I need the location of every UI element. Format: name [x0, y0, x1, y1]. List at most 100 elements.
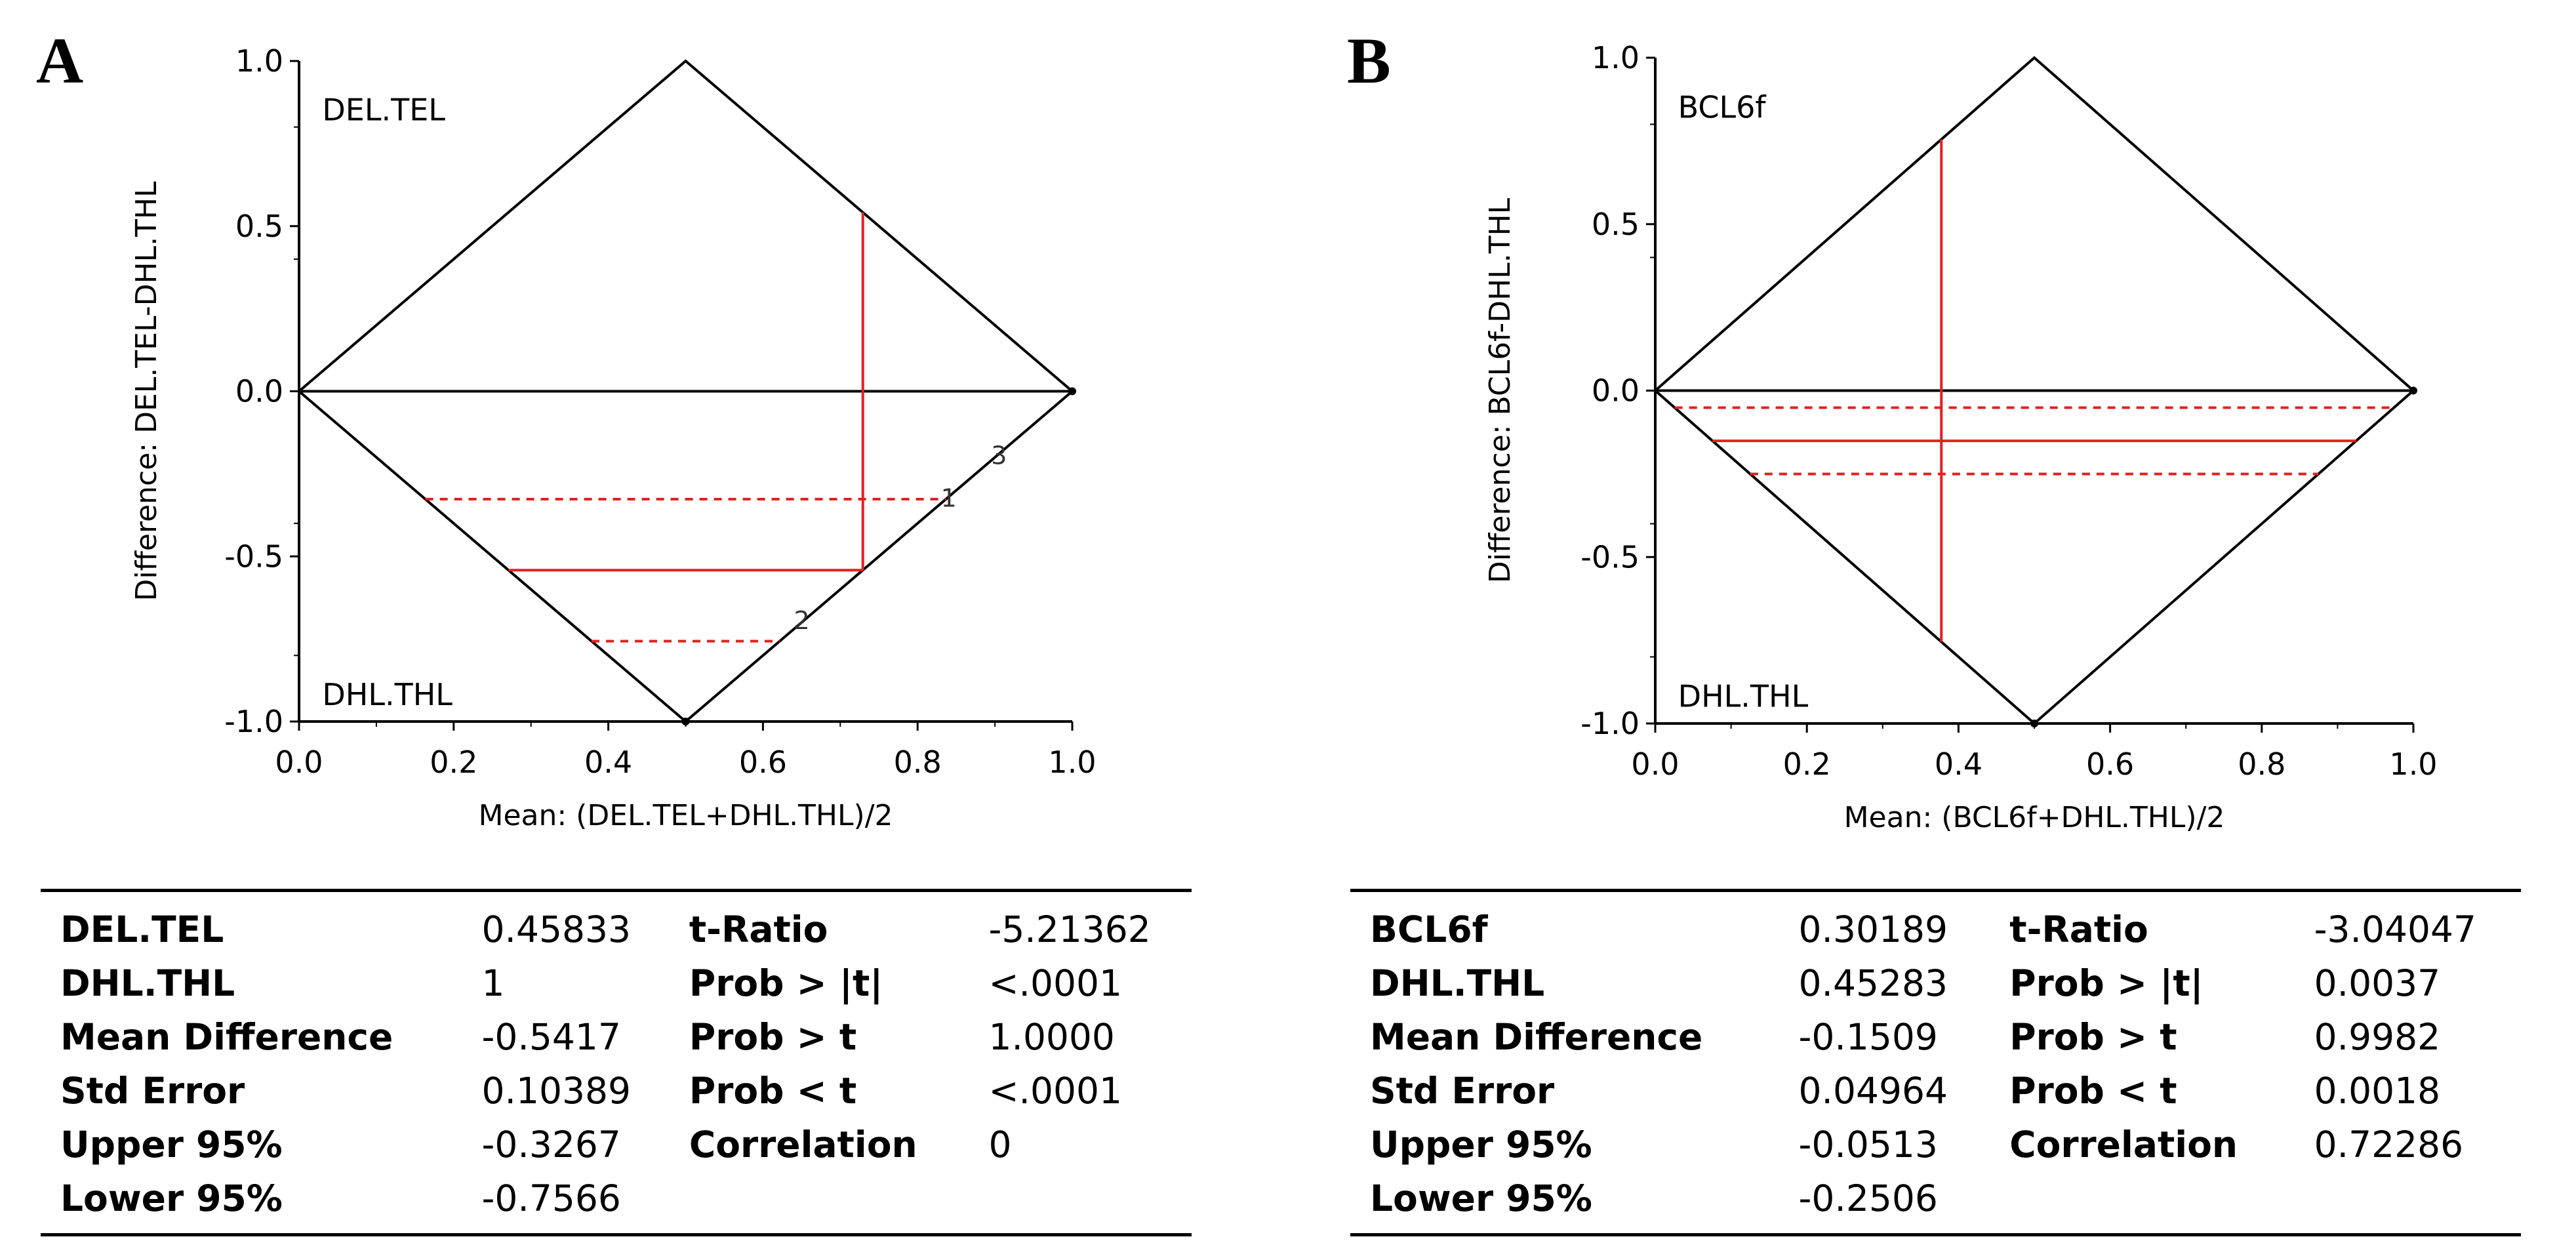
- stat-name: Mean Difference: [1370, 1016, 1703, 1058]
- corner-marker: [2030, 720, 2038, 727]
- y-tick-label: 0.0: [1592, 373, 1640, 409]
- corner-marker: [1068, 387, 1076, 396]
- panel-a: A 1.0 0.5 0.0 -0.5 -1.0 0.0 0.2 0.4 0.6 0.8 1.0 Mea…: [36, 24, 1192, 1236]
- bottom-corner-label: DHL.THL: [1678, 679, 1809, 714]
- y-tick-label: 0.0: [235, 374, 283, 409]
- stat-value: <.0001: [988, 962, 1123, 1004]
- stat-value: <.0001: [988, 1070, 1123, 1112]
- stat-value: -5.21362: [988, 908, 1151, 950]
- y-tick-label: -1.0: [1580, 706, 1640, 741]
- stat-name: t-Ratio: [2009, 908, 2148, 950]
- stat-value: -0.0513: [1798, 1124, 1938, 1166]
- stats-row: Lower 95% -0.7566: [41, 1171, 1192, 1235]
- y-tick-label: 1.0: [1592, 40, 1640, 75]
- y-tick-label: 0.5: [1592, 207, 1640, 242]
- stat-value: 0.9982: [2314, 1016, 2441, 1058]
- stat-value: [2295, 1171, 2521, 1235]
- stat-name: DHL.THL: [1370, 962, 1545, 1004]
- top-corner-label: BCL6f: [1678, 89, 1767, 125]
- x-tick-label: 0.6: [2086, 746, 2134, 782]
- x-tick-label: 0.8: [2238, 746, 2285, 782]
- stat-value: 0.72286: [2314, 1124, 2464, 1166]
- stats-row: Upper 95% -0.0513 Correlation 0.72286: [1350, 1118, 2521, 1171]
- stats-row: Std Error 0.04964 Prob < t 0.0018: [1350, 1064, 2521, 1118]
- stat-name: Std Error: [60, 1070, 245, 1112]
- x-tick-label: 0.0: [275, 744, 323, 780]
- stat-name: Lower 95%: [1370, 1177, 1592, 1219]
- y-tick-label: -0.5: [224, 539, 283, 574]
- y-axis-title: Difference: DEL.TEL-DHL.THL: [130, 181, 163, 601]
- stat-value: 1.0000: [988, 1016, 1115, 1058]
- diamond-plot: 1.0 0.5 0.0 -0.5 -1.0 0.0 0.2 0.4 0.6 0.8 1.0 Mean:…: [130, 43, 1097, 832]
- reference-line-label: 1: [941, 484, 957, 513]
- stat-name: DHL.THL: [60, 962, 235, 1004]
- stat-name: Upper 95%: [1370, 1124, 1592, 1166]
- stat-value: 0: [988, 1124, 1012, 1166]
- stats-row: DHL.THL 1 Prob > |t| <.0001: [41, 956, 1192, 1010]
- stats-row: DHL.THL 0.45283 Prob > |t| 0.0037: [1350, 956, 2521, 1010]
- stat-name: Correlation: [2009, 1124, 2238, 1166]
- reference-line-label: 2: [794, 606, 810, 635]
- y-tick-label: -1.0: [224, 704, 283, 739]
- panel-b: B 1.0 0.5 0.0 -0.5 -1.0 0.0 0.2 0.4 0.6 0.8 1.0 Mea…: [1288, 0, 2576, 1241]
- stat-value: 0.10389: [481, 1070, 631, 1112]
- stat-name: Mean Difference: [60, 1016, 393, 1058]
- stat-value: -0.1509: [1798, 1016, 1938, 1058]
- diamond-plot: 1.0 0.5 0.0 -0.5 -1.0 0.0 0.2 0.4 0.6 0.8 1.0 Mean:…: [1483, 40, 2438, 834]
- stats-table: DEL.TEL 0.45833 t-Ratio -5.21362 DHL.THL 1 Pro…: [41, 889, 1192, 1236]
- stat-name: BCL6f: [1370, 908, 1488, 950]
- stat-name: DEL.TEL: [60, 908, 224, 950]
- stat-value: -0.5417: [481, 1016, 621, 1058]
- stats-row: Mean Difference -0.5417 Prob > t 1.0000: [41, 1010, 1192, 1064]
- corner-marker: [681, 718, 690, 725]
- stat-name: Std Error: [1370, 1070, 1555, 1112]
- stat-value: -0.7566: [481, 1177, 621, 1219]
- stats-row: Upper 95% -0.3267 Correlation 0: [41, 1118, 1192, 1171]
- stat-value: 0.45833: [481, 908, 631, 950]
- x-tick-label: 0.0: [1631, 746, 1679, 782]
- stat-name: Prob > t: [2009, 1016, 2177, 1058]
- x-tick-label: 0.4: [584, 744, 632, 780]
- stats-table: BCL6f 0.30189 t-Ratio -3.04047 DHL.THL 0.4528…: [1350, 889, 2521, 1236]
- stat-name: Prob > |t|: [689, 962, 883, 1004]
- stat-name: [670, 1171, 969, 1235]
- stats-row: Lower 95% -0.2506: [1350, 1171, 2521, 1235]
- y-tick-label: 1.0: [235, 43, 283, 79]
- stat-value: 0.04964: [1798, 1070, 1948, 1112]
- stat-value: -0.3267: [481, 1124, 621, 1166]
- reference-line-label: 3: [991, 441, 1007, 470]
- panel-letter: B: [1347, 24, 1391, 97]
- x-axis-title: Mean: (DEL.TEL+DHL.THL)/2: [478, 799, 893, 832]
- stat-value: 0.30189: [1798, 908, 1948, 950]
- panel-letter: A: [36, 24, 84, 97]
- stat-value: -3.04047: [2314, 908, 2476, 950]
- stat-name: [1990, 1171, 2294, 1235]
- stat-value: 0.45283: [1798, 962, 1948, 1004]
- stat-name: Correlation: [689, 1124, 917, 1166]
- x-tick-label: 1.0: [1048, 744, 1096, 780]
- stat-name: Prob > |t|: [2009, 962, 2204, 1004]
- stats-row: Mean Difference -0.1509 Prob > t 0.9982: [1350, 1010, 2521, 1064]
- y-tick-label: 0.5: [235, 209, 283, 244]
- corner-marker: [2409, 386, 2417, 395]
- x-tick-label: 0.2: [1783, 746, 1831, 782]
- bottom-corner-label: DHL.THL: [322, 677, 453, 712]
- stat-value: 1: [481, 962, 505, 1004]
- stat-name: Prob < t: [689, 1070, 857, 1112]
- x-tick-label: 0.6: [739, 744, 787, 780]
- stat-name: Prob < t: [2009, 1070, 2177, 1112]
- stat-value: 0.0037: [2314, 962, 2441, 1004]
- top-corner-label: DEL.TEL: [322, 92, 445, 128]
- x-tick-label: 0.4: [1935, 746, 1982, 782]
- y-tick-label: -0.5: [1580, 539, 1640, 575]
- stats-row: DEL.TEL 0.45833 t-Ratio -5.21362: [41, 891, 1192, 957]
- stat-value: [969, 1171, 1192, 1235]
- stats-row: BCL6f 0.30189 t-Ratio -3.04047: [1350, 891, 2521, 957]
- stat-name: Lower 95%: [60, 1177, 283, 1219]
- x-axis-title: Mean: (BCL6f+DHL.THL)/2: [1844, 801, 2225, 834]
- stat-name: Upper 95%: [60, 1124, 283, 1166]
- stat-name: t-Ratio: [689, 908, 828, 950]
- stats-row: Std Error 0.10389 Prob < t <.0001: [41, 1064, 1192, 1118]
- stat-value: -0.2506: [1798, 1177, 1938, 1219]
- stat-value: 0.0018: [2314, 1070, 2441, 1112]
